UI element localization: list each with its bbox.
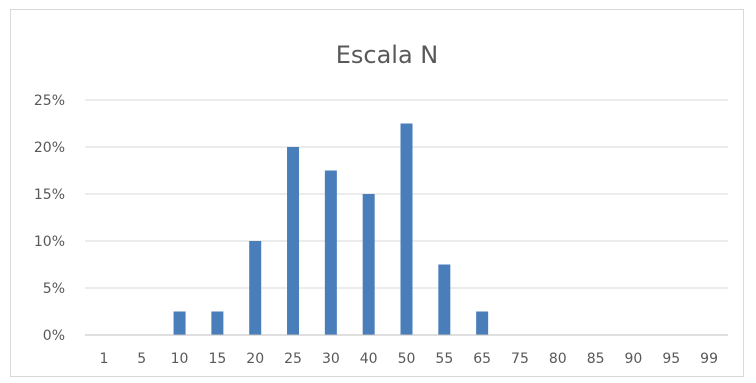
bar-20: [249, 241, 262, 335]
x-tick-label: 85: [587, 351, 605, 367]
x-tick-label: 5: [137, 351, 146, 367]
x-tick-label: 90: [625, 351, 643, 367]
x-tick-label: 10: [171, 351, 189, 367]
bar-30: [324, 170, 337, 335]
y-tick-label: 25%: [34, 93, 65, 109]
x-tick-label: 1: [99, 351, 108, 367]
y-axis-tick-labels: 0% 5% 10% 15% 20% 25%: [34, 93, 65, 344]
x-tick-label: 99: [700, 351, 718, 367]
x-tick-label: 55: [435, 351, 453, 367]
x-tick-label: 30: [322, 351, 340, 367]
x-tick-label: 80: [549, 351, 567, 367]
bar-65: [476, 311, 489, 335]
chart-frame: [10, 9, 744, 377]
x-tick-label: 40: [360, 351, 378, 367]
x-tick-label: 65: [473, 351, 491, 367]
bar-10: [173, 311, 186, 335]
y-tick-label: 15%: [34, 187, 65, 203]
y-tick-label: 0%: [43, 328, 65, 344]
chart-title: Escala N: [336, 41, 439, 69]
x-tick-label: 50: [398, 351, 416, 367]
x-axis-tick-labels: 1 5 10 15 20 25 30 40 50 55 65 75 80 85 90 95 99: [99, 351, 718, 367]
bar-25: [287, 147, 300, 335]
x-tick-label: 20: [246, 351, 264, 367]
bars: [173, 123, 489, 335]
y-tick-label: 10%: [34, 234, 65, 250]
bar-15: [211, 311, 224, 335]
y-tick-label: 5%: [43, 281, 65, 297]
bar-55: [438, 264, 451, 335]
y-tick-label: 20%: [34, 140, 65, 156]
x-tick-label: 95: [662, 351, 680, 367]
bar-40: [362, 194, 375, 335]
x-tick-label: 25: [284, 351, 302, 367]
x-tick-label: 15: [208, 351, 226, 367]
x-tick-label: 75: [511, 351, 529, 367]
bar-50: [400, 123, 413, 335]
